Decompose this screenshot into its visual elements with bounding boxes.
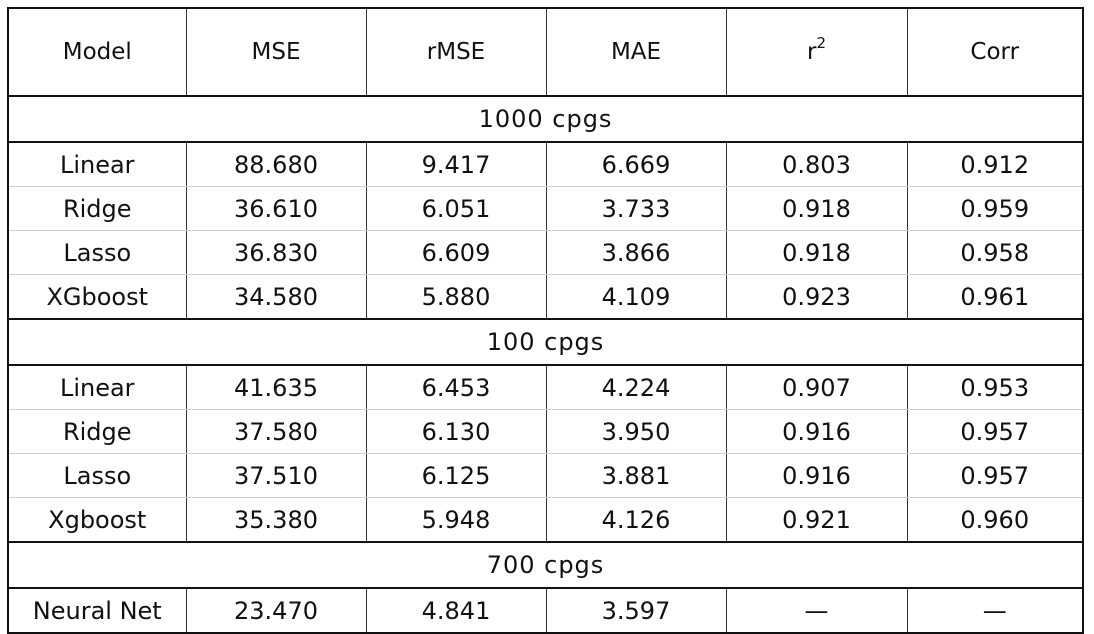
header-rmse: rMSE (365, 8, 547, 96)
cell-model: Neural Net (7, 588, 187, 633)
cell-mae: 4.126 (545, 497, 727, 542)
table-header: Model MSE rMSE MAE r2 Corr (7, 8, 1084, 96)
cell-r2: 0.916 (725, 453, 908, 498)
table-body: 1000 cpgs Linear 88.680 9.417 6.669 0.80… (7, 95, 1084, 633)
header-mse: MSE (185, 8, 367, 96)
header-r2-base: r (806, 39, 817, 65)
cell-rmse: 6.609 (365, 230, 547, 275)
cell-model: Ridge (7, 409, 187, 454)
cell-mse: 36.830 (185, 230, 367, 275)
table-row: Ridge 37.580 6.130 3.950 0.916 0.957 (7, 409, 1084, 454)
cell-mae: 3.733 (545, 186, 727, 231)
cell-corr: 0.957 (906, 453, 1084, 498)
cell-corr: 0.953 (906, 365, 1084, 410)
cell-rmse: 9.417 (365, 142, 547, 187)
cell-model: Linear (7, 142, 187, 187)
header-r2-exponent: 2 (816, 34, 826, 52)
cell-r2: 0.916 (725, 409, 908, 454)
header-corr: Corr (906, 8, 1084, 96)
cell-corr: 0.958 (906, 230, 1084, 275)
cell-r2: 0.923 (725, 274, 908, 319)
cell-mse: 41.635 (185, 365, 367, 410)
section-title: 1000 cpgs (8, 95, 1083, 143)
section-row: 1000 cpgs (8, 95, 1083, 143)
cell-mse: 34.580 (185, 274, 367, 319)
header-r2: r2 (725, 8, 908, 96)
cell-r2: — (725, 588, 908, 633)
section-title: 700 cpgs (8, 541, 1083, 589)
cell-mse: 37.580 (185, 409, 367, 454)
cell-mae: 3.597 (545, 588, 727, 633)
cell-model: XGboost (7, 274, 187, 319)
cell-corr: 0.959 (906, 186, 1084, 231)
table-row: Linear 88.680 9.417 6.669 0.803 0.912 (7, 142, 1084, 187)
cell-r2: 0.918 (725, 230, 908, 275)
section-title: 100 cpgs (8, 318, 1083, 366)
cell-mse: 36.610 (185, 186, 367, 231)
cell-rmse: 6.453 (365, 365, 547, 410)
cell-mae: 3.866 (545, 230, 727, 275)
table-row: Ridge 36.610 6.051 3.733 0.918 0.959 (7, 186, 1084, 231)
cell-r2: 0.803 (725, 142, 908, 187)
table-row: Neural Net 23.470 4.841 3.597 — — (7, 588, 1084, 633)
results-table: Model MSE rMSE MAE r2 Corr 1000 cpgs Lin… (7, 7, 1084, 634)
cell-mse: 23.470 (185, 588, 367, 633)
cell-mse: 35.380 (185, 497, 367, 542)
table-row: Linear 41.635 6.453 4.224 0.907 0.953 (7, 365, 1084, 410)
cell-corr: — (906, 588, 1084, 633)
header-model: Model (7, 8, 187, 96)
cell-mae: 6.669 (545, 142, 727, 187)
table-row: Lasso 37.510 6.125 3.881 0.916 0.957 (7, 453, 1084, 498)
cell-model: Xgboost (7, 497, 187, 542)
table-row: Xgboost 35.380 5.948 4.126 0.921 0.960 (7, 497, 1084, 542)
cell-mae: 3.950 (545, 409, 727, 454)
section-row: 700 cpgs (8, 541, 1083, 589)
cell-corr: 0.912 (906, 142, 1084, 187)
cell-rmse: 4.841 (365, 588, 547, 633)
cell-mae: 3.881 (545, 453, 727, 498)
cell-mse: 88.680 (185, 142, 367, 187)
cell-mae: 4.224 (545, 365, 727, 410)
cell-model: Lasso (7, 453, 187, 498)
cell-corr: 0.961 (906, 274, 1084, 319)
cell-mse: 37.510 (185, 453, 367, 498)
table-row: XGboost 34.580 5.880 4.109 0.923 0.961 (7, 274, 1084, 319)
cell-mae: 4.109 (545, 274, 727, 319)
cell-rmse: 6.051 (365, 186, 547, 231)
cell-rmse: 6.125 (365, 453, 547, 498)
cell-r2: 0.921 (725, 497, 908, 542)
header-mae: MAE (545, 8, 727, 96)
cell-rmse: 6.130 (365, 409, 547, 454)
cell-corr: 0.960 (906, 497, 1084, 542)
cell-r2: 0.907 (725, 365, 908, 410)
cell-rmse: 5.880 (365, 274, 547, 319)
cell-rmse: 5.948 (365, 497, 547, 542)
header-row: Model MSE rMSE MAE r2 Corr (7, 8, 1084, 96)
cell-model: Ridge (7, 186, 187, 231)
section-row: 100 cpgs (8, 318, 1083, 366)
cell-corr: 0.957 (906, 409, 1084, 454)
cell-r2: 0.918 (725, 186, 908, 231)
cell-model: Linear (7, 365, 187, 410)
cell-model: Lasso (7, 230, 187, 275)
table-row: Lasso 36.830 6.609 3.866 0.918 0.958 (7, 230, 1084, 275)
